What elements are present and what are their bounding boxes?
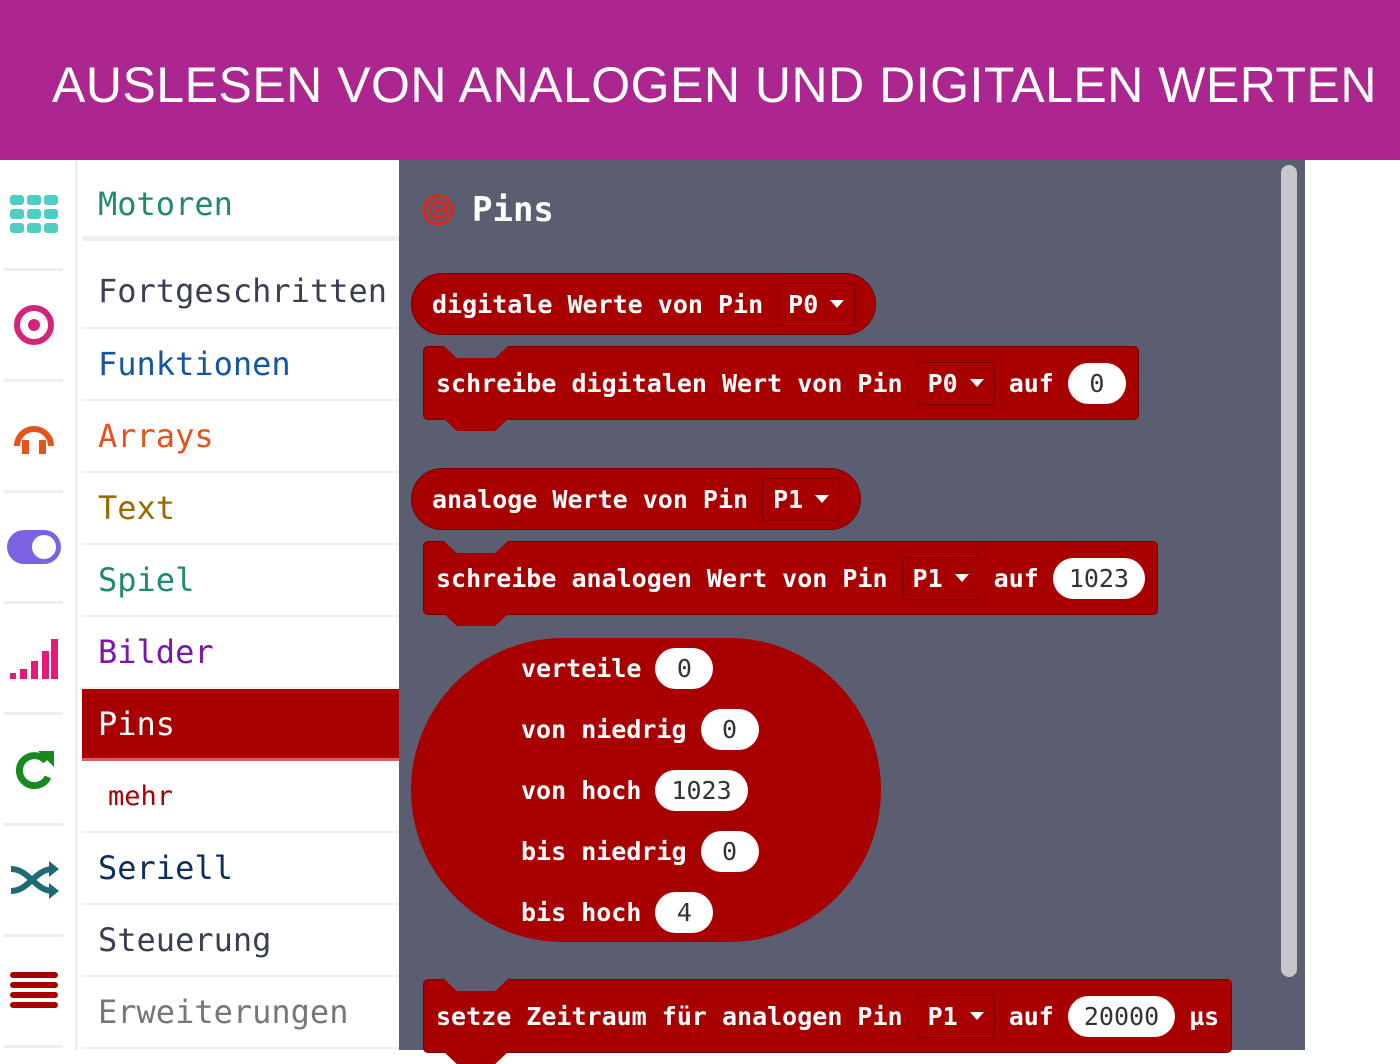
- category-steuerung[interactable]: Steuerung: [82, 905, 399, 977]
- category-label: Erweiterungen: [98, 993, 349, 1031]
- category-label: Motoren: [98, 184, 233, 223]
- pin-value: P0: [788, 289, 819, 319]
- chevron-down-icon: [830, 300, 845, 308]
- pin-value: P1: [927, 1001, 958, 1031]
- chevron-down-icon: [969, 1012, 984, 1020]
- category-bilder[interactable]: Bilder: [82, 617, 399, 689]
- flyout-heading: Pins: [422, 190, 554, 230]
- category-label: Spiel: [98, 561, 195, 599]
- category-text[interactable]: Text: [82, 473, 399, 545]
- page-title: AUSLESEN VON ANALOGEN UND DIGITALEN WERT…: [0, 0, 1400, 160]
- value-input[interactable]: 1023: [1052, 557, 1146, 599]
- value-input[interactable]: 20000: [1067, 995, 1176, 1037]
- category-label: Pins: [98, 704, 176, 743]
- signal-icon[interactable]: [4, 604, 63, 715]
- category-label: Steuerung: [98, 921, 272, 959]
- pin-dropdown[interactable]: P0: [777, 282, 856, 326]
- chevron-down-icon: [954, 574, 969, 582]
- shuffle-icon[interactable]: [4, 826, 63, 937]
- unit-label: µs: [1189, 1001, 1220, 1031]
- category-icon-column: [4, 160, 78, 1050]
- value-input[interactable]: 4: [655, 892, 714, 933]
- block-text: von hoch: [521, 776, 642, 805]
- flyout-title: Pins: [472, 190, 554, 230]
- pin-dropdown[interactable]: P1: [901, 556, 980, 600]
- category-mehr[interactable]: mehr: [82, 761, 399, 833]
- block-text: auf: [1008, 1001, 1054, 1031]
- category-erweiterungen[interactable]: Erweiterungen: [82, 977, 399, 1049]
- block-text: von niedrig: [521, 715, 687, 744]
- block-text: verteile: [521, 654, 642, 683]
- category-spiel[interactable]: Spiel: [82, 545, 399, 617]
- chevron-down-icon: [815, 495, 830, 503]
- pin-value: P1: [773, 484, 804, 514]
- pin-dropdown[interactable]: P1: [916, 994, 995, 1038]
- value-input[interactable]: 0: [655, 648, 714, 689]
- category-list: Motoren Fortgeschritten Funktionen Array…: [82, 160, 399, 1050]
- block-text: auf: [993, 563, 1039, 593]
- category-funktionen[interactable]: Funktionen: [82, 329, 399, 401]
- category-seriell[interactable]: Seriell: [82, 833, 399, 905]
- category-label: mehr: [108, 780, 174, 812]
- grid-icon[interactable]: [4, 160, 63, 271]
- target-icon: [422, 194, 454, 226]
- pin-value: P1: [912, 563, 943, 593]
- category-label: Arrays: [98, 417, 214, 455]
- pin-value: P0: [927, 368, 958, 398]
- category-motoren[interactable]: Motoren: [82, 171, 399, 241]
- block-text: bis hoch: [521, 898, 642, 927]
- block-text: bis niedrig: [521, 837, 687, 866]
- category-label: Fortgeschritten: [98, 272, 387, 310]
- list-icon[interactable]: [4, 937, 63, 1048]
- category-label: Funktionen: [98, 345, 291, 383]
- block-text: analoge Werte von Pin: [432, 484, 749, 514]
- digital-write-block[interactable]: schreibe digitalen Wert von Pin P0 auf 0: [423, 346, 1139, 420]
- block-text: schreibe analogen Wert von Pin: [436, 563, 888, 593]
- digital-read-block[interactable]: digitale Werte von Pin P0: [411, 273, 877, 335]
- pin-dropdown[interactable]: P1: [762, 477, 841, 521]
- pin-dropdown[interactable]: P0: [916, 361, 995, 405]
- category-fortgeschritten[interactable]: Fortgeschritten: [82, 241, 399, 329]
- category-label: Text: [98, 489, 176, 527]
- value-input[interactable]: 0: [1067, 362, 1126, 404]
- value-input[interactable]: 0: [700, 831, 759, 872]
- block-text: schreibe digitalen Wert von Pin: [436, 368, 903, 398]
- block-text: auf: [1008, 368, 1054, 398]
- scrollbar[interactable]: [1281, 165, 1297, 977]
- value-input[interactable]: 0: [700, 709, 759, 750]
- analog-period-block[interactable]: setze Zeitraum für analogen Pin P1 auf 2…: [423, 979, 1233, 1053]
- headphones-icon[interactable]: [4, 382, 63, 493]
- category-pins[interactable]: Pins: [82, 689, 399, 761]
- analog-write-block[interactable]: schreibe analogen Wert von Pin P1 auf 10…: [423, 541, 1159, 615]
- toggle-icon[interactable]: [4, 493, 63, 604]
- map-block[interactable]: verteile 0 von niedrig 0 von hoch 1023 bis …: [411, 638, 881, 942]
- analog-read-block[interactable]: analoge Werte von Pin P1: [411, 468, 862, 530]
- category-label: Bilder: [98, 633, 214, 671]
- target-icon[interactable]: [4, 271, 63, 382]
- block-text: digitale Werte von Pin: [432, 289, 764, 319]
- chevron-down-icon: [969, 379, 984, 387]
- category-arrays[interactable]: Arrays: [82, 401, 399, 473]
- block-text: setze Zeitraum für analogen Pin: [436, 1001, 903, 1031]
- value-input[interactable]: 1023: [655, 770, 748, 811]
- category-label: Seriell: [98, 849, 233, 887]
- refresh-icon[interactable]: [4, 715, 63, 826]
